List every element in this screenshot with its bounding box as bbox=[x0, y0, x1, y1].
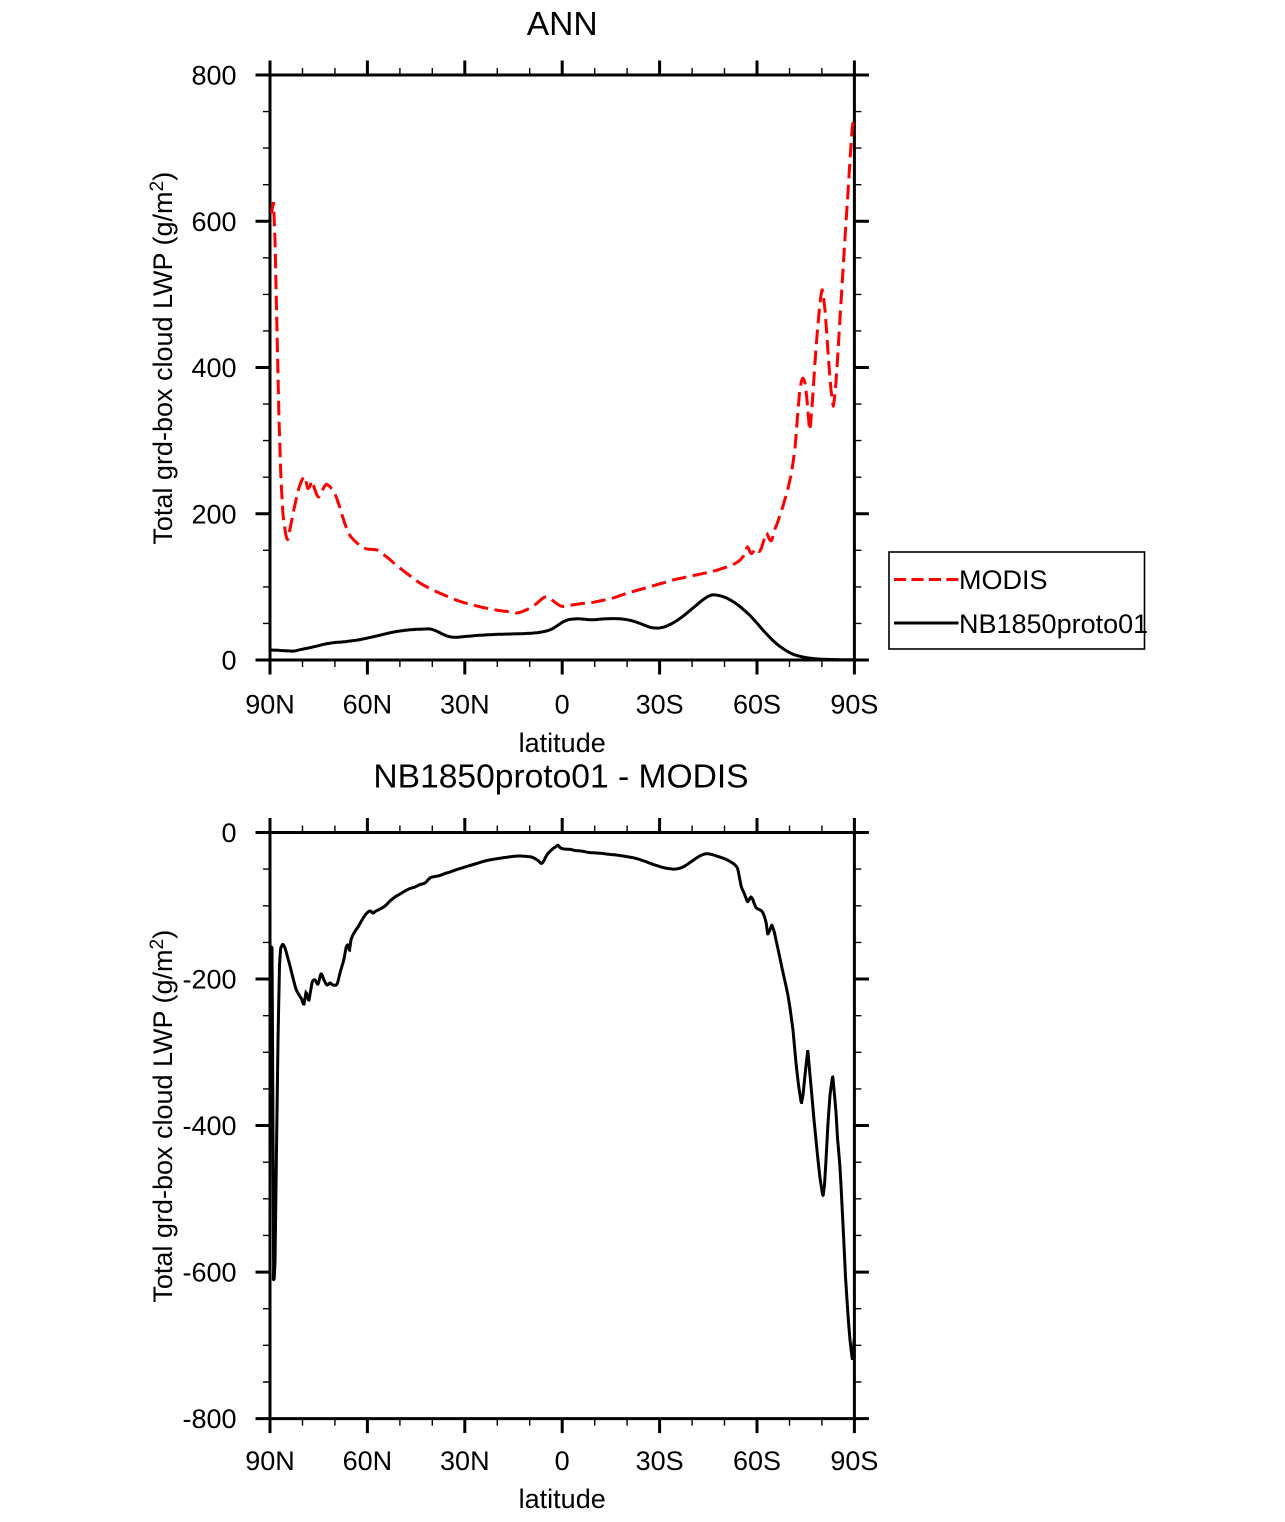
svg-text:30S: 30S bbox=[636, 689, 684, 719]
svg-text:latitude: latitude bbox=[519, 1484, 606, 1514]
svg-text:30S: 30S bbox=[636, 1446, 684, 1476]
svg-text:Total grd-box cloud LWP (g/m2): Total grd-box cloud LWP (g/m2) bbox=[147, 172, 178, 545]
svg-text:90N: 90N bbox=[245, 1446, 295, 1476]
svg-text:0: 0 bbox=[555, 689, 570, 719]
svg-text:-800: -800 bbox=[182, 1404, 236, 1434]
svg-text:-400: -400 bbox=[182, 1111, 236, 1141]
svg-text:60N: 60N bbox=[343, 689, 393, 719]
svg-text:90S: 90S bbox=[830, 1446, 878, 1476]
svg-text:0: 0 bbox=[221, 818, 236, 848]
svg-text:0: 0 bbox=[221, 646, 236, 676]
svg-text:30N: 30N bbox=[440, 689, 490, 719]
svg-text:0: 0 bbox=[555, 1446, 570, 1476]
svg-text:Total grd-box cloud LWP (g/m2): Total grd-box cloud LWP (g/m2) bbox=[147, 930, 178, 1303]
svg-text:-200: -200 bbox=[182, 965, 236, 995]
svg-text:NB1850proto01 - MODIS: NB1850proto01 - MODIS bbox=[373, 759, 748, 796]
svg-text:-600: -600 bbox=[182, 1258, 236, 1288]
svg-text:latitude: latitude bbox=[519, 728, 606, 758]
svg-text:90N: 90N bbox=[245, 689, 295, 719]
svg-text:MODIS: MODIS bbox=[959, 565, 1048, 595]
svg-text:200: 200 bbox=[191, 499, 236, 529]
svg-text:90S: 90S bbox=[830, 689, 878, 719]
svg-text:ANN: ANN bbox=[527, 6, 598, 43]
svg-text:60N: 60N bbox=[343, 1446, 393, 1476]
svg-text:600: 600 bbox=[191, 207, 236, 237]
svg-text:400: 400 bbox=[191, 353, 236, 383]
svg-text:800: 800 bbox=[191, 61, 236, 91]
svg-text:NB1850proto01: NB1850proto01 bbox=[959, 609, 1148, 639]
svg-text:60S: 60S bbox=[733, 689, 781, 719]
svg-text:30N: 30N bbox=[440, 1446, 490, 1476]
svg-text:60S: 60S bbox=[733, 1446, 781, 1476]
